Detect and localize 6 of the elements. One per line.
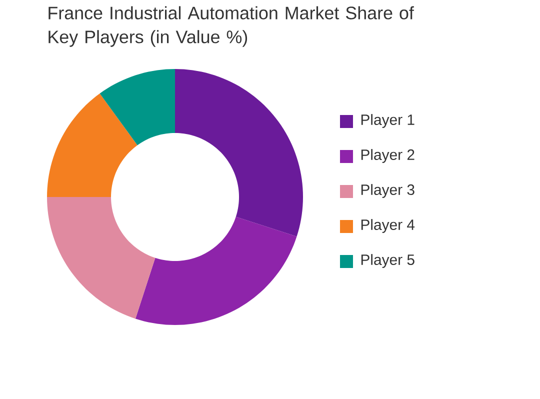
legend-label: Player 3	[361, 184, 414, 198]
legend-label: Player 5	[361, 254, 414, 268]
legend-label: Player 4	[361, 219, 415, 233]
chart-title: France Industrial Automation Market Share of Key Players (in Value %)	[48, 6, 414, 47]
legend-label: Player 1	[361, 114, 414, 128]
legend-label: Player 2	[361, 149, 414, 163]
